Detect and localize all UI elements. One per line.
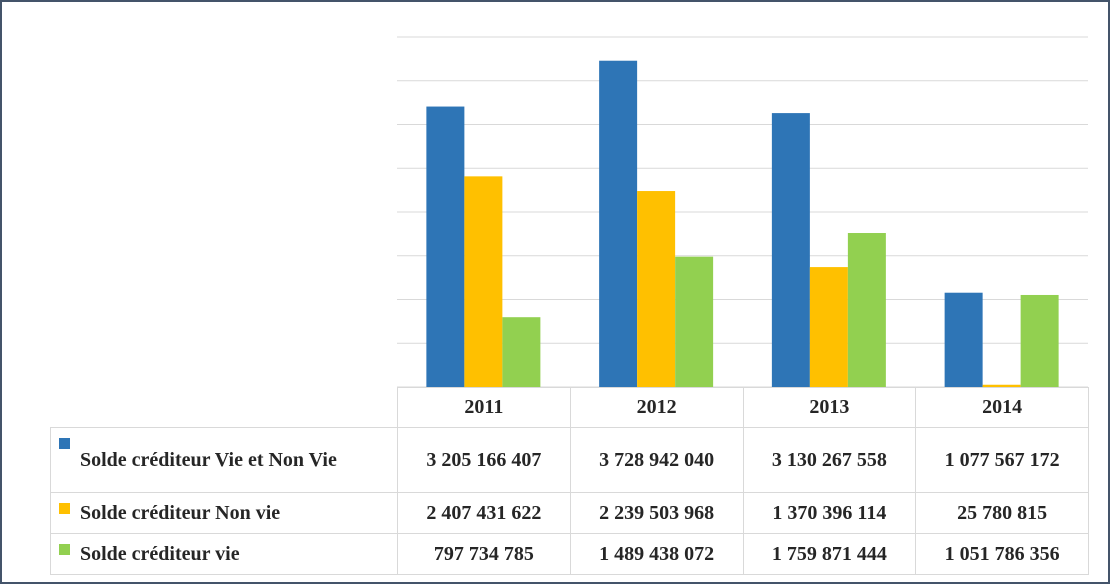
table-value: 1 077 567 172 <box>915 427 1089 493</box>
bar <box>464 176 503 387</box>
bar <box>675 256 714 387</box>
table-value: 1 051 786 356 <box>915 533 1089 575</box>
table-value: 3 205 166 407 <box>397 427 571 493</box>
legend-key <box>59 544 70 555</box>
legend-label: Solde créditeur vie <box>80 542 240 565</box>
legend-entry: Solde créditeur vie <box>50 533 398 575</box>
bar <box>944 292 983 387</box>
table-value: 797 734 785 <box>397 533 571 575</box>
table-value: 2 407 431 622 <box>397 492 571 534</box>
bar <box>426 106 465 387</box>
table-header: 2013 <box>742 387 917 428</box>
legend-entry: Solde créditeur Vie et Non Vie <box>50 427 398 493</box>
table-header: 2011 <box>397 387 571 428</box>
legend-key <box>59 438 70 449</box>
bar <box>599 60 638 388</box>
table-value: 3 130 267 558 <box>742 427 917 493</box>
table-header: 2012 <box>569 387 744 428</box>
legend-key <box>59 503 70 514</box>
table-value: 3 728 942 040 <box>569 427 744 493</box>
table-header: 2014 <box>915 387 1089 428</box>
bar <box>1020 294 1059 387</box>
bar <box>637 191 676 387</box>
bar <box>982 384 1021 387</box>
legend-label: Solde créditeur Vie et Non Vie <box>80 448 337 471</box>
table-value: 1 370 396 114 <box>742 492 917 534</box>
legend-entry: Solde créditeur Non vie <box>50 492 398 534</box>
table-value: 1 489 438 072 <box>569 533 744 575</box>
bar <box>847 233 886 387</box>
legend-label: Solde créditeur Non vie <box>80 501 281 524</box>
bar <box>502 317 541 387</box>
bar <box>809 267 848 387</box>
table-value: 1 759 871 444 <box>742 533 917 575</box>
bar <box>771 113 810 387</box>
table-value: 2 239 503 968 <box>569 492 744 534</box>
table-value: 25 780 815 <box>915 492 1089 534</box>
